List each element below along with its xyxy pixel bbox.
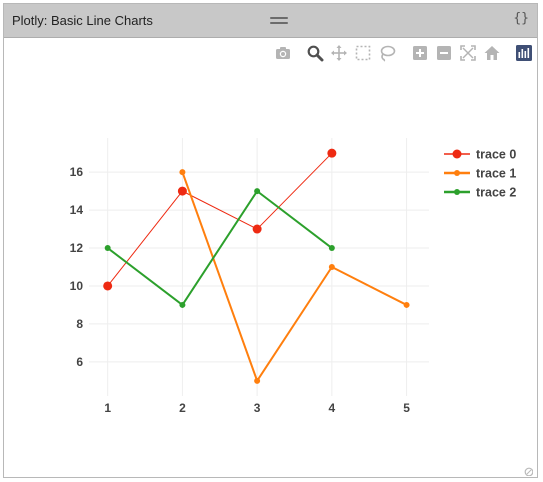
series-trace-1 [179,169,410,384]
data-point[interactable] [254,377,261,384]
chart-series [103,148,410,384]
data-point[interactable] [179,169,186,176]
data-point[interactable] [328,245,335,252]
zoom-icon[interactable] [306,44,324,62]
data-point[interactable] [177,186,187,196]
pan-icon[interactable] [330,44,348,62]
data-point[interactable] [328,264,335,270]
data-point[interactable] [104,245,111,252]
y-tick-label: 8 [76,317,83,331]
resize-handle-icon[interactable] [523,463,534,477]
data-point[interactable] [179,301,186,308]
y-tick-label: 12 [70,241,84,255]
chart-gridlines [89,138,429,396]
zoom-out-icon[interactable] [435,44,453,62]
box-select-icon[interactable] [354,44,372,62]
x-tick-label: 5 [403,401,410,415]
drag-handle-icon[interactable] [270,17,288,24]
plotly-logo-icon[interactable] [515,44,533,62]
lasso-select-icon[interactable] [378,44,396,62]
reset-axes-icon[interactable] [483,44,501,62]
x-tick-label: 1 [104,401,111,415]
legend-label: trace 0 [476,148,516,162]
window-titlebar: Plotly: Basic Line Charts {} [4,4,537,38]
legend-label: trace 2 [476,186,516,200]
code-toggle-button[interactable]: {} [513,11,529,26]
y-tick-label: 16 [70,165,84,179]
window-title: Plotly: Basic Line Charts [12,13,153,28]
legend-item[interactable]: trace 2 [444,186,516,200]
legend-marker [454,189,460,195]
series-line [107,152,333,287]
data-point[interactable] [103,281,113,291]
data-point[interactable] [254,188,261,195]
legend-marker [452,149,462,159]
y-tick-label: 14 [70,203,84,217]
legend-label: trace 1 [476,167,516,181]
series-line [107,190,333,306]
zoom-in-icon[interactable] [411,44,429,62]
series-trace-2 [104,188,335,308]
autoscale-icon[interactable] [459,44,477,62]
x-tick-label: 2 [179,401,186,415]
data-point[interactable] [327,148,337,158]
x-tick-label: 3 [254,401,261,415]
legend-item[interactable]: trace 1 [444,167,516,181]
camera-icon[interactable] [274,44,292,62]
series-trace-0 [103,148,337,291]
series-line [181,171,408,382]
y-tick-label: 6 [76,355,83,369]
legend-item[interactable]: trace 0 [444,148,516,162]
data-point[interactable] [403,301,410,308]
data-point[interactable] [252,224,262,234]
modebar [4,44,537,64]
chart-legend: trace 0 trace 1 trace 2 [444,148,516,200]
plot-window: Plotly: Basic Line Charts {} [3,3,538,478]
y-tick-label: 10 [70,279,84,293]
x-tick-label: 4 [329,401,336,415]
legend-marker [454,170,460,176]
